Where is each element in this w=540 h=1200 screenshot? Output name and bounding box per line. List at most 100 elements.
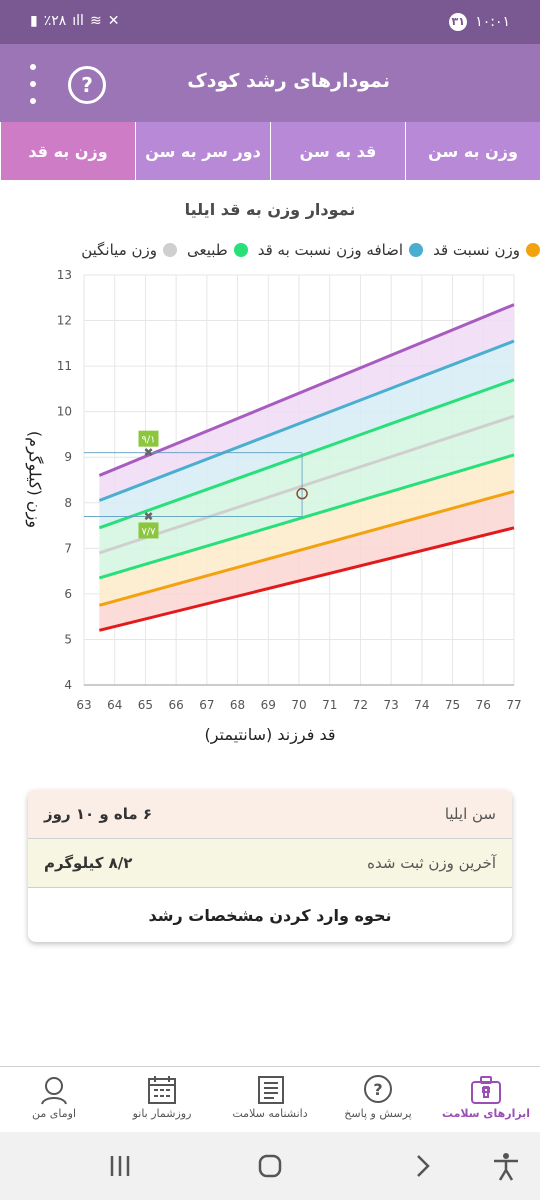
- percentile-line: [98, 453, 515, 580]
- chart-title: نمودار وزن به قد ایلیا: [184, 200, 356, 219]
- nav-label: روزشمار بانو: [132, 1107, 192, 1120]
- y-tick-label: 7: [64, 541, 72, 555]
- legend-item-normal: طبیعی: [187, 238, 248, 262]
- x-tick-label: 70: [291, 698, 306, 712]
- app-bar: ? نمودارهای رشد کودک: [0, 44, 540, 122]
- y-tick-label: 4: [64, 678, 72, 692]
- band-area: [99, 341, 514, 528]
- status-icons: ▮ ٪۲۸ ıll ≋ ✕: [30, 13, 119, 29]
- weight-label: آخرین وزن ثبت شده: [367, 854, 496, 872]
- percentile-line: [98, 339, 515, 502]
- current-point: [296, 487, 308, 500]
- band-area: [99, 304, 514, 501]
- svg-text:?: ?: [373, 1080, 382, 1099]
- y-tick-label: 8: [64, 496, 72, 510]
- age-row: سن ایلیا ۶ ماه و ۱۰ روز: [28, 790, 512, 839]
- help-button[interactable]: ?: [68, 66, 106, 104]
- page-title: نمودارهای رشد کودک: [187, 70, 390, 92]
- accessibility-icon[interactable]: [486, 1150, 526, 1182]
- percentile-line: [98, 303, 515, 477]
- avatar-icon: [41, 1077, 67, 1105]
- legend-dot-green: [233, 243, 248, 257]
- nav-label: پرسش و پاسخ: [344, 1107, 412, 1120]
- battery-level: ٪۲۸: [43, 13, 67, 29]
- tab-weight-age[interactable]: وزن به سن: [405, 122, 540, 180]
- x-tick-label: 74: [414, 698, 429, 712]
- x-tick-label: 64: [107, 698, 122, 712]
- y-tick-label: 11: [57, 359, 72, 373]
- tab-weight-height[interactable]: وزن به قد: [0, 122, 135, 180]
- medical-kit-icon: [471, 1076, 501, 1104]
- band-area: [99, 379, 514, 553]
- percentile-line: [98, 414, 515, 555]
- age-label: سن ایلیا: [444, 805, 496, 823]
- legend-dot-orange: [526, 243, 540, 257]
- percentile-line: [98, 378, 515, 530]
- nav-encyclopedia[interactable]: دانشنامه سلامت: [216, 1067, 324, 1133]
- signal-icon: ıll: [72, 13, 84, 29]
- nav-calendar[interactable]: روزشمار بانو: [108, 1067, 216, 1133]
- band-area: [99, 491, 514, 631]
- nav-label: اومای من: [32, 1107, 76, 1120]
- y-tick-label: 12: [57, 314, 72, 328]
- growth-chart: 63 64 65 66 67 68 69 70 71 72 73 74 75 76 774567891011…: [57, 268, 522, 712]
- x-tick-label: 75: [445, 698, 460, 712]
- nav-health-tools[interactable]: ابزارهای سلامت: [432, 1067, 540, 1133]
- percentile-line: [98, 526, 515, 632]
- percentile-line: [98, 489, 515, 607]
- legend-dot-blue: [409, 243, 424, 257]
- age-value: ۶ ماه و ۱۰ روز: [44, 805, 153, 823]
- legend-label: اضافه وزن نسبت به قد: [257, 241, 404, 259]
- band-area: [99, 454, 514, 606]
- info-card: سن ایلیا ۶ ماه و ۱۰ روز آخرین وزن ثبت شد…: [28, 790, 512, 942]
- legend-label: وزن نسبت قد: [433, 241, 520, 259]
- marker-x: ✖: [143, 446, 153, 460]
- y-tick-label: 9: [64, 450, 72, 464]
- legend-item-overweight: اضافه وزن نسبت به قد: [257, 238, 424, 262]
- legend-dot-gray: [163, 243, 178, 257]
- notification-badge: ۳۱: [449, 13, 468, 31]
- home-icon[interactable]: [250, 1150, 290, 1182]
- x-axis-label: قد فرزند (سانتیمتر): [204, 725, 336, 744]
- y-tick-label: 13: [57, 268, 72, 282]
- legend-item-normal-lower: وزن نسبت قد: [433, 238, 540, 262]
- marker-badge: [138, 522, 159, 539]
- status-bar: ▮ ٪۲۸ ıll ≋ ✕ ۳۱ ۱۰:۰۱: [0, 0, 540, 44]
- x-tick-label: 77: [506, 698, 521, 712]
- chart-tabs: وزن به سن قد به سن دور سر به سن وزن به ق…: [0, 122, 540, 180]
- legend-label: طبیعی: [187, 241, 228, 259]
- recent-apps-icon[interactable]: [100, 1150, 140, 1182]
- mute-icon: ✕: [107, 13, 120, 29]
- nav-label: ابزارهای سلامت: [441, 1107, 531, 1120]
- weight-value: ۸/۲ کیلوگرم: [44, 854, 133, 872]
- x-tick-label: 73: [384, 698, 399, 712]
- clock: ۱۰:۰۱: [475, 14, 510, 30]
- howto-button[interactable]: نحوه وارد کردن مشخصات رشد: [148, 905, 392, 925]
- question-icon: ?: [364, 1075, 392, 1103]
- battery-icon: ▮: [30, 13, 38, 29]
- calendar-icon: [148, 1076, 176, 1104]
- marker-label: ۹/۱: [141, 435, 155, 446]
- system-nav-bar: [0, 1132, 540, 1200]
- back-icon[interactable]: [402, 1150, 442, 1182]
- x-tick-label: 72: [353, 698, 368, 712]
- y-tick-label: 5: [64, 632, 72, 646]
- overflow-menu-icon[interactable]: [18, 64, 48, 104]
- nav-qa[interactable]: ? پرسش و پاسخ: [324, 1067, 432, 1133]
- wifi-icon: ≋: [89, 13, 102, 29]
- tab-height-age[interactable]: قد به سن: [270, 122, 405, 180]
- nav-profile[interactable]: اومای من: [0, 1067, 108, 1133]
- legend-label: وزن میانگین: [81, 241, 158, 259]
- bottom-nav: ابزارهای سلامت ? پرسش و پاسخ دانشنامه سل…: [0, 1066, 540, 1133]
- marker-x: ✖: [143, 509, 153, 523]
- chart-legend: وزن نسبت قد اضافه وزن نسبت به قد طبیعی و…: [0, 238, 540, 262]
- x-tick-label: 71: [322, 698, 337, 712]
- y-tick-label: 10: [57, 405, 72, 419]
- marker-label: ۷/۷: [141, 526, 156, 537]
- x-tick-label: 68: [230, 698, 245, 712]
- y-axis-label: وزن (کیلوگرم): [25, 430, 45, 529]
- nav-label: دانشنامه سلامت: [232, 1107, 308, 1120]
- x-tick-label: 69: [261, 698, 276, 712]
- x-tick-label: 76: [476, 698, 491, 712]
- tab-head-age[interactable]: دور سر به سن: [135, 122, 270, 180]
